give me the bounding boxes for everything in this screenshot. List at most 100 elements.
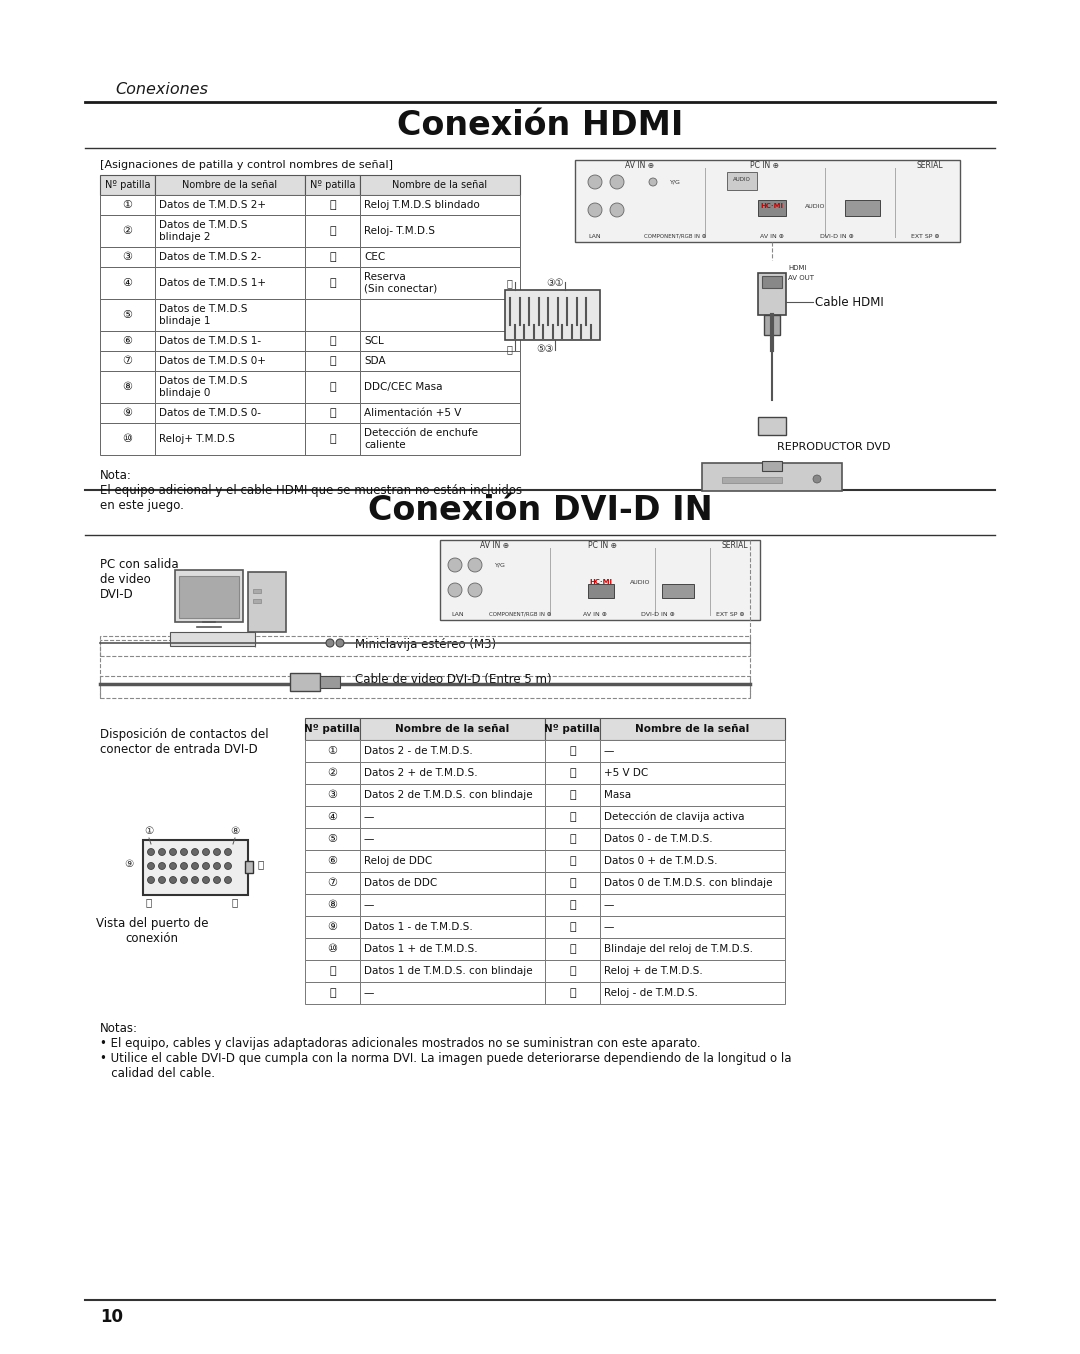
Bar (305, 330, 360, 351)
Text: Detección de enchufe
caliente: Detección de enchufe caliente (364, 428, 478, 450)
Text: ⑱: ⑱ (507, 344, 513, 353)
Bar (175, 570, 243, 621)
Text: Datos 0 de T.M.D.S. con blindaje: Datos 0 de T.M.D.S. con blindaje (604, 877, 772, 888)
Text: ⑪: ⑪ (329, 965, 336, 976)
Text: ⑧: ⑧ (230, 826, 240, 835)
Text: ⑮: ⑮ (569, 789, 576, 800)
Bar (100, 175, 156, 195)
Text: ⑦: ⑦ (122, 356, 133, 366)
Circle shape (159, 849, 165, 856)
Text: —: — (364, 988, 375, 998)
Text: ⑷: ⑷ (569, 988, 576, 998)
Bar (156, 267, 305, 299)
Text: Nº patilla: Nº patilla (305, 724, 361, 734)
Bar (291, 673, 320, 691)
Bar (248, 571, 286, 632)
Text: ⑤: ⑤ (327, 834, 337, 844)
Text: ⑯: ⑯ (329, 356, 336, 366)
Bar (545, 829, 600, 850)
Text: LAN: LAN (451, 612, 464, 617)
Text: ⑦: ⑦ (327, 877, 337, 888)
Bar (305, 784, 360, 806)
Text: EXT SP ⊕: EXT SP ⊕ (716, 612, 744, 617)
Text: Nombre de la señal: Nombre de la señal (392, 180, 487, 190)
Circle shape (336, 639, 345, 647)
Bar (545, 938, 600, 960)
Bar (600, 872, 785, 894)
Bar (305, 982, 360, 1005)
Text: Reloj T.M.D.S blindado: Reloj T.M.D.S blindado (364, 200, 480, 210)
Text: ②: ② (122, 226, 133, 236)
Text: ⑰: ⑰ (569, 834, 576, 844)
Text: Datos de T.M.D.S 2+: Datos de T.M.D.S 2+ (159, 200, 266, 210)
Bar (305, 850, 360, 872)
Bar (100, 371, 156, 403)
Text: ①: ① (145, 826, 153, 835)
Bar (545, 917, 600, 938)
Text: Nº patilla: Nº patilla (105, 180, 150, 190)
Text: ⑫: ⑫ (329, 226, 336, 236)
Bar (600, 784, 785, 806)
Bar (360, 960, 545, 982)
Text: Cable de video DVI-D (Entre 5 m): Cable de video DVI-D (Entre 5 m) (355, 673, 552, 686)
Bar (758, 274, 786, 315)
Text: ⑫: ⑫ (329, 988, 336, 998)
Bar (360, 872, 545, 894)
Text: SCL: SCL (364, 336, 383, 347)
Circle shape (148, 862, 154, 869)
Bar (600, 718, 785, 741)
Text: Reloj de DDC: Reloj de DDC (364, 856, 432, 867)
Circle shape (191, 862, 199, 869)
Text: ⑧: ⑧ (122, 382, 133, 393)
Text: CEC: CEC (364, 252, 386, 263)
Bar (100, 403, 156, 422)
Text: ③: ③ (122, 252, 133, 263)
Text: HDMI: HDMI (788, 265, 807, 271)
Bar (588, 584, 615, 598)
Text: Conexión DVI-D IN: Conexión DVI-D IN (367, 494, 713, 527)
Bar (100, 299, 156, 330)
Text: Nº patilla: Nº patilla (310, 180, 355, 190)
Bar (305, 403, 360, 422)
Bar (360, 267, 519, 299)
Text: Datos 0 - de T.M.D.S.: Datos 0 - de T.M.D.S. (604, 834, 713, 844)
Bar (758, 417, 786, 435)
Circle shape (159, 876, 165, 884)
Bar (305, 195, 360, 215)
Text: Datos 2 de T.M.D.S. con blindaje: Datos 2 de T.M.D.S. con blindaje (364, 789, 532, 800)
Bar (305, 938, 360, 960)
Bar (600, 960, 785, 982)
Text: Datos 1 - de T.M.D.S.: Datos 1 - de T.M.D.S. (364, 922, 473, 932)
Bar (360, 351, 519, 371)
Bar (440, 540, 760, 620)
Circle shape (326, 639, 334, 647)
Text: ⑲: ⑲ (507, 278, 513, 288)
Text: AV IN ⊕: AV IN ⊕ (625, 161, 654, 171)
Text: ①: ① (327, 746, 337, 756)
Text: ⑥: ⑥ (122, 336, 133, 347)
Text: Conexión HDMI: Conexión HDMI (396, 110, 684, 142)
Bar (545, 850, 600, 872)
Text: Datos de DDC: Datos de DDC (364, 877, 437, 888)
Circle shape (588, 203, 602, 217)
Text: Conexiones: Conexiones (114, 83, 208, 97)
Circle shape (203, 849, 210, 856)
Bar (360, 718, 545, 741)
Text: Nº patilla: Nº patilla (544, 724, 600, 734)
Bar (100, 636, 750, 655)
Text: ⑤③: ⑤③ (537, 344, 554, 353)
Bar (360, 784, 545, 806)
Bar (360, 806, 545, 829)
Text: +5 V DC: +5 V DC (604, 768, 648, 779)
Bar (100, 330, 156, 351)
Text: ⑰: ⑰ (146, 896, 152, 907)
Bar (360, 829, 545, 850)
Bar (305, 299, 360, 330)
Bar (764, 315, 780, 334)
Circle shape (170, 876, 176, 884)
Bar (100, 422, 156, 455)
Bar (360, 403, 519, 422)
Bar (100, 246, 156, 267)
Text: AUDIO: AUDIO (733, 177, 751, 181)
Text: Vista del puerto de
conexión: Vista del puerto de conexión (96, 917, 208, 945)
